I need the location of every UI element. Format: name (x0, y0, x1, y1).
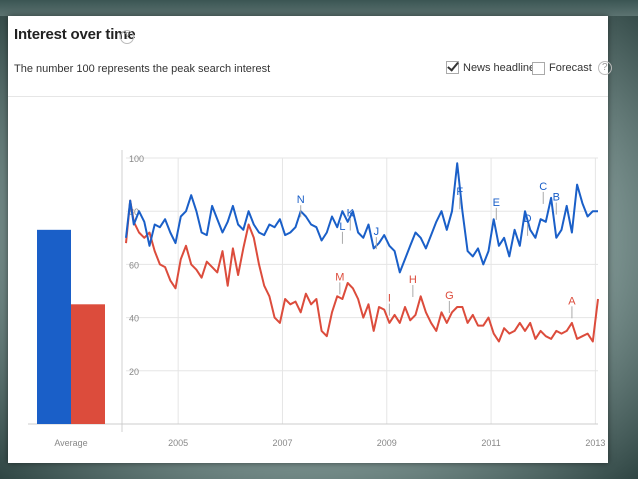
x-tick-label: 2005 (168, 438, 188, 448)
slide-top-bar (0, 0, 638, 16)
news-marker-F: F (456, 186, 463, 198)
news-marker-A: A (568, 295, 576, 307)
header-divider (8, 96, 608, 97)
news-marker-G: G (445, 290, 454, 302)
x-tick-label: 2013 (585, 438, 605, 448)
title-help-icon[interactable]: ? (120, 30, 134, 44)
series-line-red (125, 199, 599, 343)
news-headlines-toggle[interactable]: News headlines (446, 61, 541, 74)
news-marker-H: H (409, 274, 417, 286)
average-bar-blue (37, 229, 71, 424)
news-marker-M: M (335, 271, 344, 283)
forecast-label: Forecast (549, 62, 592, 74)
x-tick-label: 2011 (481, 438, 500, 448)
news-marker-B: B (553, 192, 560, 204)
panel-subtitle: The number 100 represents the peak searc… (14, 63, 271, 75)
news-marker-J: J (374, 226, 380, 238)
y-tick-label: 40 (129, 314, 139, 324)
forecast-toggle[interactable]: Forecast ? (532, 61, 612, 75)
news-marker-E: E (493, 197, 500, 209)
news-headlines-label: News headlines (463, 61, 541, 74)
news-marker-K: K (347, 208, 355, 220)
panel-title: Interest over time (14, 26, 136, 43)
y-tick-label: 80 (129, 207, 139, 217)
interest-chart: 20 40 60 80 100 2005 2007 2009 2011 2013 Average N L… (28, 150, 605, 448)
x-tick-label: 2009 (377, 438, 397, 448)
y-tick-label: 20 (129, 367, 139, 377)
series-line-blue (125, 162, 598, 274)
average-label: Average (54, 438, 87, 448)
news-marker-C: C (539, 181, 547, 193)
forecast-help-icon[interactable]: ? (597, 61, 612, 75)
interest-over-time-panel: Interest over time ? The number 100 repr… (8, 16, 612, 463)
news-marker-L: L (339, 221, 345, 233)
y-tick-label: 60 (129, 260, 139, 270)
news-marker-N: N (297, 194, 305, 206)
y-tick-label: 100 (129, 154, 144, 164)
news-marker-I: I (388, 293, 391, 305)
forecast-checkbox[interactable] (532, 61, 545, 75)
news-headlines-checkbox[interactable] (446, 61, 459, 74)
x-tick-label: 2007 (272, 438, 292, 448)
average-bar-red (71, 304, 105, 424)
news-marker-D: D (524, 213, 532, 225)
